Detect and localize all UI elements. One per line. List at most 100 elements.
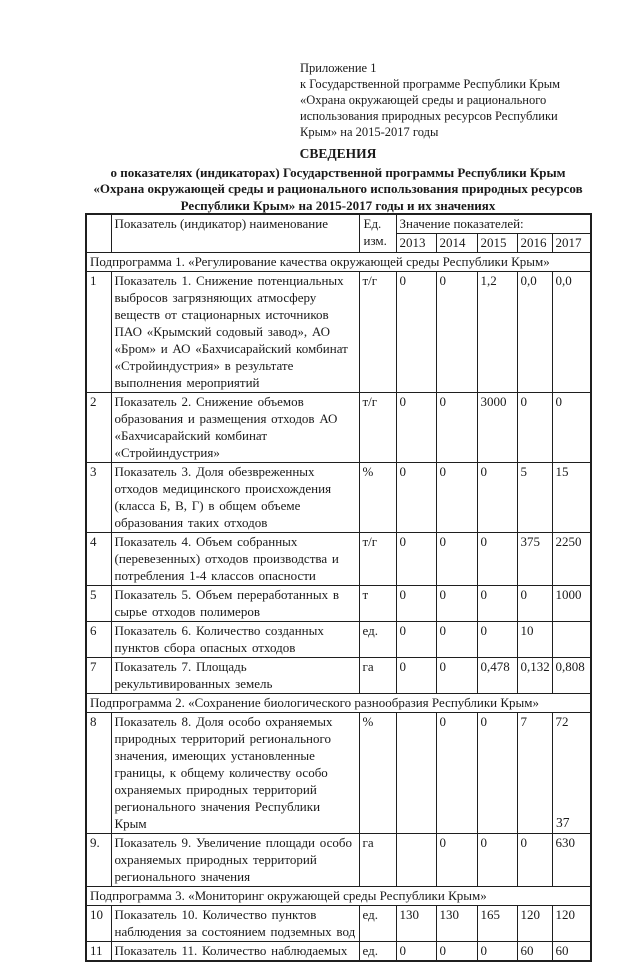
page-number: 37: [556, 815, 570, 830]
value-cell-2016: 120: [516, 905, 553, 942]
subprogram-title: Подпрограмма 2. «Сохранение биологическо…: [85, 693, 592, 713]
unit-cell: т/г: [358, 392, 397, 463]
value-cell-2013: 0: [395, 657, 437, 694]
document-title: СВЕДЕНИЯ о показателях (индикаторах) Гос…: [58, 146, 618, 214]
title-line: «Охрана окружающей среды и рационального…: [93, 181, 583, 196]
subprogram-row: Подпрограмма 3. «Мониторинг окружающей с…: [85, 886, 592, 906]
value-cell-2015: 165: [476, 905, 518, 942]
indicators-body: Подпрограмма 1. «Регулирование качества …: [85, 252, 592, 962]
value-cell-2015: 0: [476, 585, 518, 622]
unit-cell: %: [358, 462, 397, 533]
value-cell-2015: 0: [476, 712, 518, 834]
unit-cell: т: [358, 585, 397, 622]
value-cell-2013: 0: [395, 585, 437, 622]
year-header-2017: 2017: [551, 233, 592, 253]
value-cell-2017: 2250: [551, 532, 592, 586]
year-header-2015: 2015: [476, 233, 518, 253]
value-cell-2013: 0: [395, 532, 437, 586]
title-heading: СВЕДЕНИЯ: [299, 146, 377, 161]
values-group-header: Значение показателей:: [395, 213, 592, 234]
year-header-2016: 2016: [516, 233, 553, 253]
value-cell-2014: 0: [435, 941, 478, 962]
value-cell-2017: 72: [551, 712, 592, 834]
value-cell-2017: 15: [551, 462, 592, 533]
value-cell-2015: 3000: [476, 392, 518, 463]
indicator-row: 10 Показатель 10. Количество пунктов набл…: [85, 905, 592, 942]
value-cell-2017: 630: [551, 833, 592, 887]
indicators-table: Показатель (индикатор) наименование Ед. …: [85, 213, 593, 962]
value-cell-2017: 120: [551, 905, 592, 942]
unit-column-header: Ед. изм.: [358, 213, 397, 253]
value-cell-2014: 0: [435, 271, 478, 393]
value-cell-2014: 0: [435, 532, 478, 586]
appendix-line: «Охрана окружающей среды и рационального: [300, 93, 547, 107]
value-cell-2016: 375: [516, 532, 553, 586]
indicators-header: Показатель (индикатор) наименование Ед. …: [85, 213, 592, 253]
row-number-cell: 7: [85, 657, 112, 694]
indicator-row: 5 Показатель 5. Объем переработанных в сы…: [85, 585, 592, 622]
value-cell-2015: 0: [476, 532, 518, 586]
value-cell-2013: [395, 833, 437, 887]
unit-cell: %: [358, 712, 397, 834]
indicator-name-cell: Показатель 9. Увеличение площади особо о…: [110, 833, 360, 887]
corner-header-cell: [85, 213, 112, 253]
row-number-cell: 11: [85, 941, 112, 962]
subprogram-row: Подпрограмма 2. «Сохранение биологическо…: [85, 693, 592, 713]
value-cell-2014: 0: [435, 392, 478, 463]
row-number-cell: 2: [85, 392, 112, 463]
value-cell-2015: 1,2: [476, 271, 518, 393]
unit-cell: ед.: [358, 941, 397, 962]
value-cell-2014: 0: [435, 657, 478, 694]
indicator-name-cell: Показатель 3. Доля обезвреженных отходов…: [110, 462, 360, 533]
value-cell-2013: 0: [395, 941, 437, 962]
row-number-cell: 3: [85, 462, 112, 533]
value-cell-2014: 0: [435, 621, 478, 658]
indicator-row: 9. Показатель 9. Увеличение площади особо…: [85, 833, 592, 887]
value-cell-2013: [395, 712, 437, 834]
unit-header-line: Ед.: [363, 216, 382, 231]
unit-cell: га: [358, 657, 397, 694]
indicator-column-header: Показатель (индикатор) наименование: [110, 213, 360, 253]
unit-cell: га: [358, 833, 397, 887]
appendix-line: к Государственной программе Республики К…: [300, 77, 561, 91]
value-cell-2015: 0,478: [476, 657, 518, 694]
value-cell-2017: 0,808: [551, 657, 592, 694]
unit-cell: ед.: [358, 621, 397, 658]
value-cell-2013: 0: [395, 271, 437, 393]
value-cell-2014: 0: [435, 712, 478, 834]
indicator-row: 1 Показатель 1. Снижение потенциальных вы…: [85, 271, 592, 393]
value-cell-2014: 0: [435, 462, 478, 533]
appendix-line: использования природных ресурсов Республ…: [300, 109, 558, 123]
value-cell-2016: 0,0: [516, 271, 553, 393]
subprogram-title: Подпрограмма 1. «Регулирование качества …: [85, 252, 592, 272]
value-cell-2017: 0,0: [551, 271, 592, 393]
indicator-name-cell: Показатель 1. Снижение потенциальных выб…: [110, 271, 360, 393]
value-cell-2013: 0: [395, 462, 437, 533]
appendix-block: Приложение 1 к Государственной программе…: [300, 60, 635, 140]
year-header-2014: 2014: [435, 233, 478, 253]
unit-cell: т/г: [358, 271, 397, 393]
value-cell-2016: 0,132: [516, 657, 553, 694]
value-cell-2016: 0: [516, 392, 553, 463]
value-cell-2016: 5: [516, 462, 553, 533]
value-cell-2013: 0: [395, 392, 437, 463]
row-number-cell: 10: [85, 905, 112, 942]
value-cell-2017: 60: [551, 941, 592, 962]
indicator-name-cell: Показатель 11. Количество наблюдаемых: [110, 941, 360, 962]
value-cell-2014: 0: [435, 585, 478, 622]
value-cell-2015: 0: [476, 941, 518, 962]
indicator-row: 6 Показатель 6. Количество созданных пунк…: [85, 621, 592, 658]
indicator-name-cell: Показатель 4. Объем собранных (перевезен…: [110, 532, 360, 586]
unit-header-line: изм.: [363, 233, 387, 248]
value-cell-2016: 7: [516, 712, 553, 834]
indicator-name-cell: Показатель 2. Снижение объемов образован…: [110, 392, 360, 463]
title-line: о показателях (индикаторах) Государствен…: [110, 164, 566, 180]
unit-cell: ед.: [358, 905, 397, 942]
row-number-cell: 9.: [85, 833, 112, 887]
indicator-row: 8 Показатель 8. Доля особо охраняемых при…: [85, 712, 592, 834]
indicator-name-cell: Показатель 7. Площадь рекультивированных…: [110, 657, 360, 694]
indicator-row: 11 Показатель 11. Количество наблюдаемых е…: [85, 941, 592, 962]
value-cell-2015: 0: [476, 621, 518, 658]
unit-cell: т/г: [358, 532, 397, 586]
indicator-row: 4 Показатель 4. Объем собранных (перевезе…: [85, 532, 592, 586]
